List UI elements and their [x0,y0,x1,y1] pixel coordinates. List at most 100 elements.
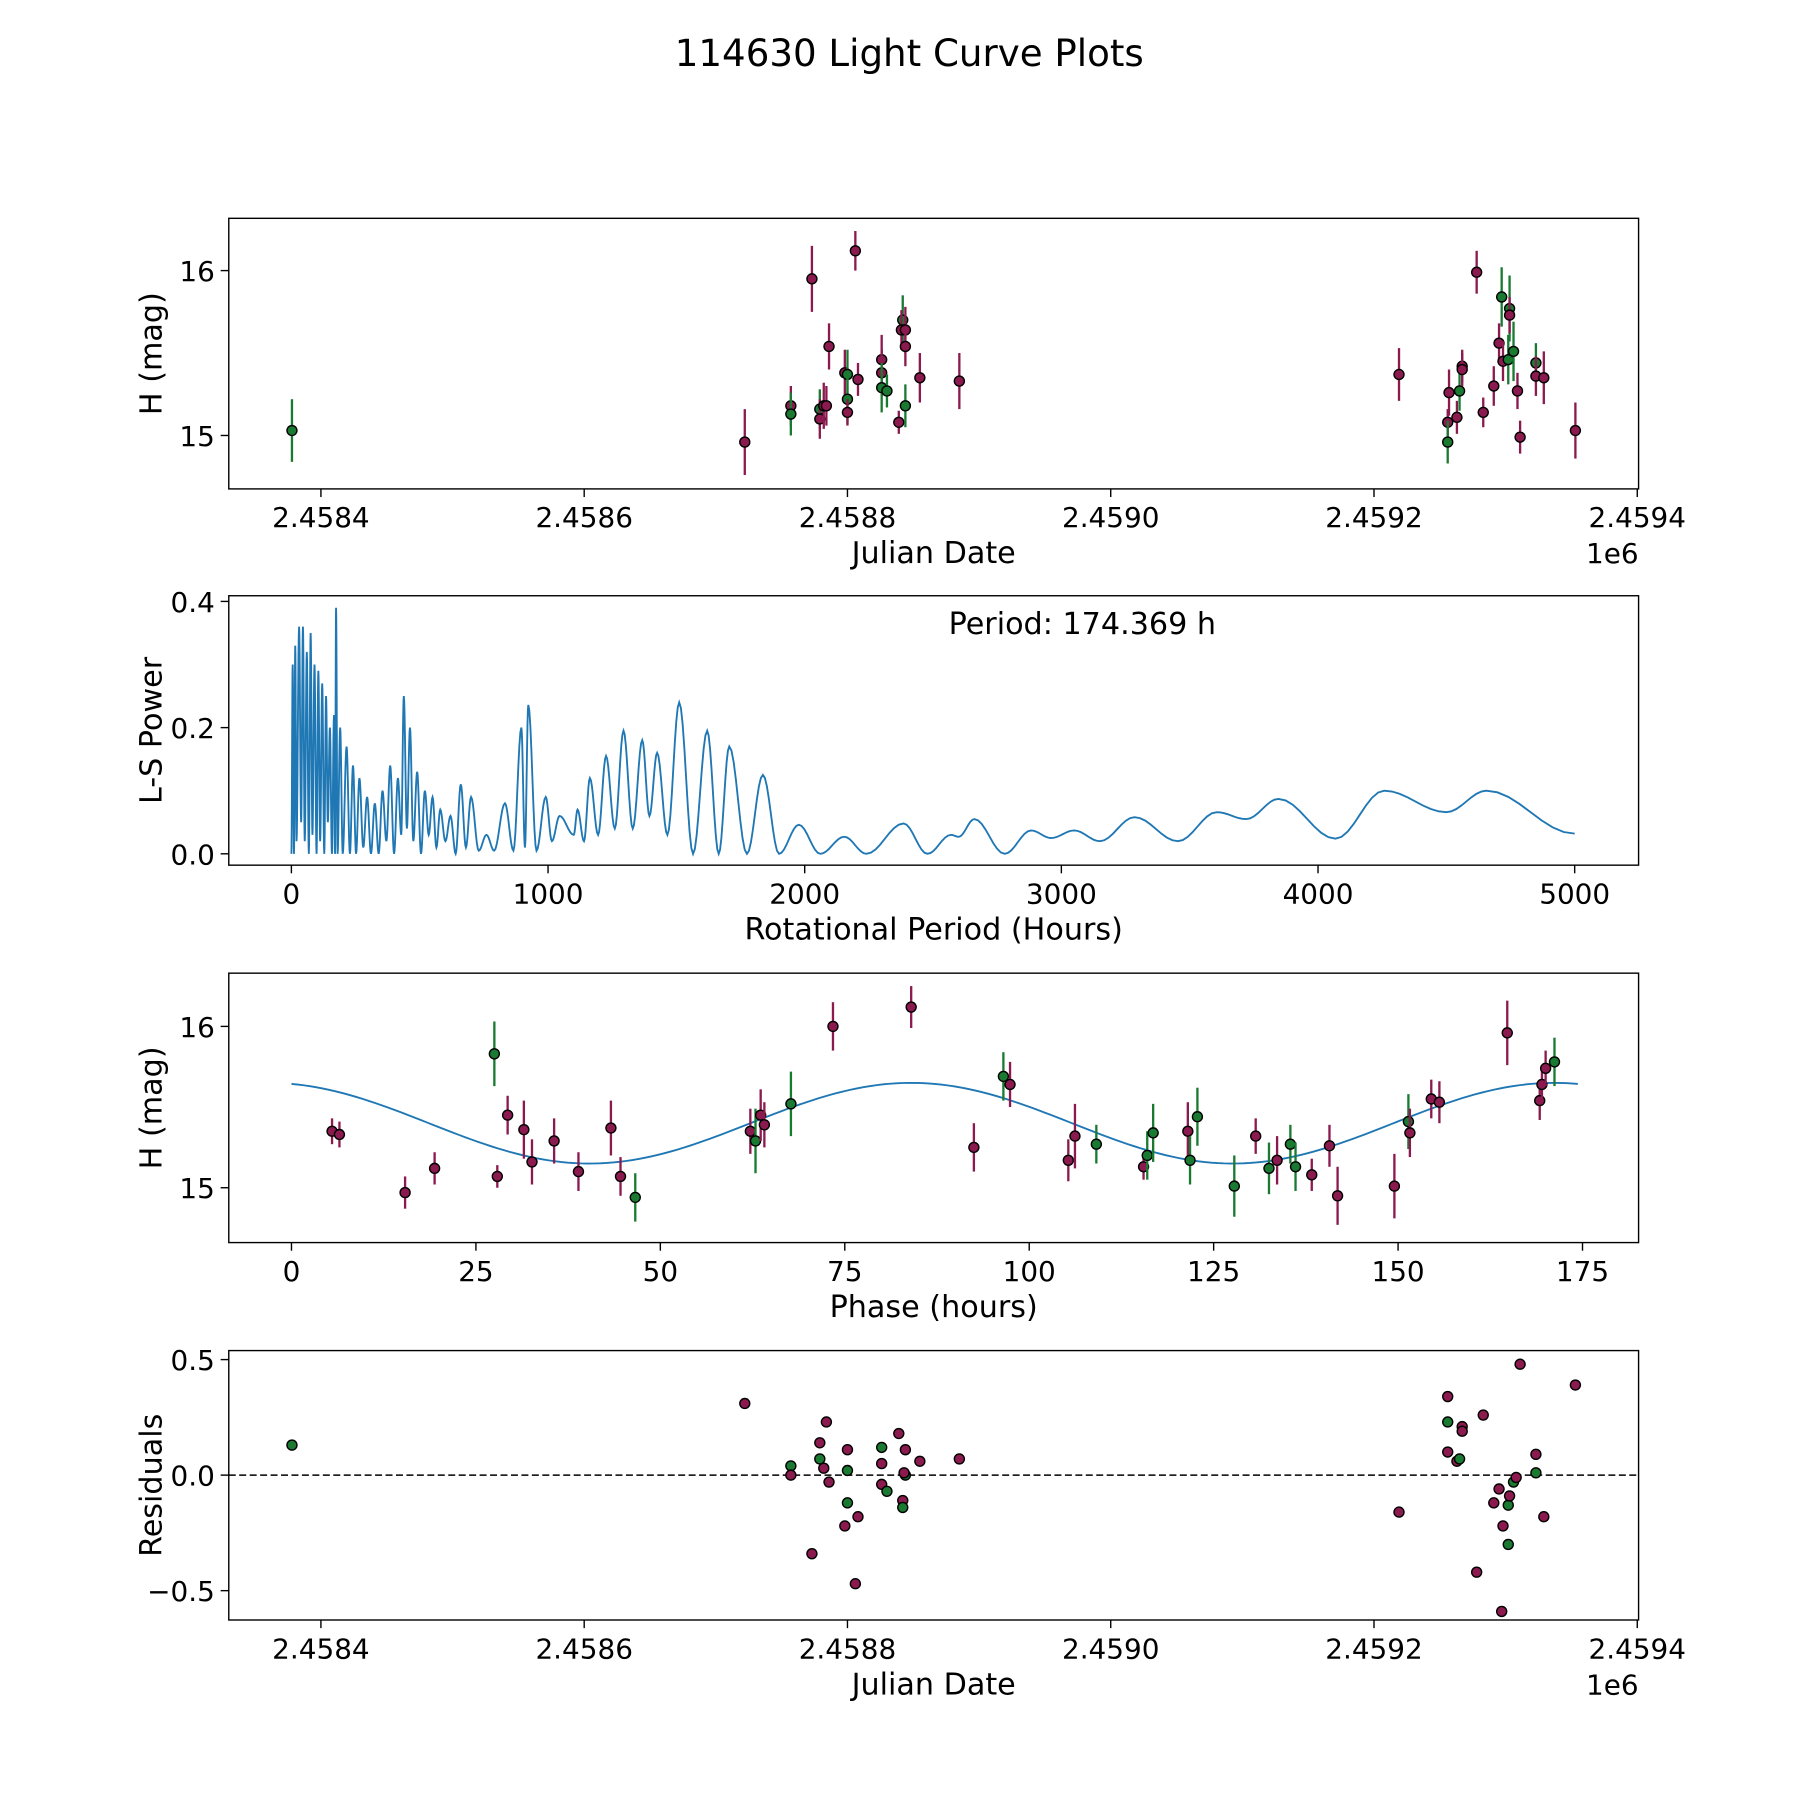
x-tick-label: 50 [643,1255,678,1288]
data-point [1514,1358,1526,1370]
data-point [518,1123,530,1136]
x-tick-label: 0 [283,877,301,910]
data-point [823,1476,835,1488]
y-tick-label: 0.5 [171,1344,215,1377]
data-point [1477,1409,1489,1421]
residuals-panel: 2.4584 2.4586 2.4588 2.4590 2.4592 2.4594 −0.5… [134,1344,1686,1702]
model-fit-curve [291,1081,1578,1165]
data-point [849,1578,862,1590]
x-axis-label: Phase (hours) [830,1290,1038,1325]
data-point [914,1455,926,1467]
data-point [893,416,905,428]
data-point [1191,1111,1204,1123]
x-tick-label: 175 [1556,1255,1609,1288]
data-point [899,1444,912,1456]
data-point [1331,1190,1344,1202]
data-point [785,1469,797,1481]
data-point [1488,380,1500,392]
data-point [1456,1425,1468,1437]
data-point [899,400,912,412]
data-point [1263,1162,1275,1175]
x-tick-label: 0 [283,1255,301,1288]
data-point [806,1547,818,1560]
x-tick-label: 2.4594 [1589,501,1686,534]
data-point [749,1135,762,1147]
data-point [1495,1605,1508,1618]
data-point [841,1497,854,1509]
data-point [785,1098,797,1110]
data-point [526,1156,538,1168]
data-point [1456,363,1468,376]
axes-frame [228,217,1640,490]
y-axis-label: H (mag) [134,1046,169,1169]
data-point [1530,1467,1542,1479]
data-point [629,1191,641,1204]
data-point [1539,1062,1552,1075]
period-annotation: Period: 174.369 h [949,607,1216,642]
data-point [1442,1390,1454,1403]
data-point [1548,1056,1561,1068]
x-tick-label: 2.4588 [799,501,896,534]
data-point [1182,1125,1194,1137]
data-point [1250,1130,1262,1142]
x-tick-label: 2.4592 [1325,1632,1422,1665]
data-point [333,1128,346,1141]
data-point [1569,1379,1582,1391]
phase-folded-panel: 0 25 50 75 100 125 150 175 15 16 Phase (hours) H (m… [134,972,1640,1325]
data-point [1534,1094,1546,1107]
data-point [1507,345,1520,358]
data-point [968,1141,980,1154]
data-point [1530,1448,1542,1461]
axes-frame [228,595,1640,866]
x-tick-label: 2.4586 [535,1632,632,1665]
x-tick-label: 1000 [513,877,584,910]
data-point [1453,1453,1466,1465]
x-tick-label: 2.4586 [535,501,632,534]
data-point [997,1070,1010,1083]
x-tick-label: 2.4584 [272,501,369,534]
y-tick-label: 0.0 [171,838,215,871]
data-point [1538,1511,1550,1523]
x-tick-label: 5000 [1539,877,1610,910]
data-point [1453,385,1466,397]
y-axis-label: Residuals [134,1414,169,1557]
data-point [1433,1096,1446,1108]
y-tick-label: 16 [179,255,214,288]
data-point [785,408,797,420]
y-tick-label: 15 [179,420,214,453]
data-point [614,1170,627,1183]
data-point [1510,1471,1522,1484]
x-tick-label: 2000 [769,877,840,910]
y-tick-label: −0.5 [147,1575,215,1608]
x-axis-label: Julian Date [850,536,1016,571]
data-point [905,1001,917,1013]
x-tick-label: 25 [458,1255,493,1288]
data-point [852,373,864,386]
data-point [1137,1161,1150,1173]
data-point [1184,1154,1196,1166]
data-point [1062,1154,1075,1166]
data-point [914,372,926,384]
data-point [1442,436,1454,448]
y-tick-label: 15 [179,1172,214,1205]
data-point [1069,1130,1081,1142]
x-tick-label: 125 [1187,1255,1240,1288]
data-point [1393,1506,1405,1518]
data-point [1393,368,1405,381]
data-point [1442,1446,1454,1458]
data-point [898,1467,910,1479]
y-tick-label: 16 [179,1011,214,1044]
y-axis-label: H (mag) [134,292,169,415]
data-point [572,1165,585,1178]
data-point [852,1511,864,1523]
data-point [605,1122,617,1134]
data-point [841,1444,854,1456]
axes-frame [228,1349,1640,1621]
data-point [1569,424,1582,437]
data-point [488,1048,501,1060]
data-point [501,1109,514,1121]
data-point [428,1162,441,1175]
data-point [1470,1566,1483,1578]
data-point [491,1170,503,1183]
